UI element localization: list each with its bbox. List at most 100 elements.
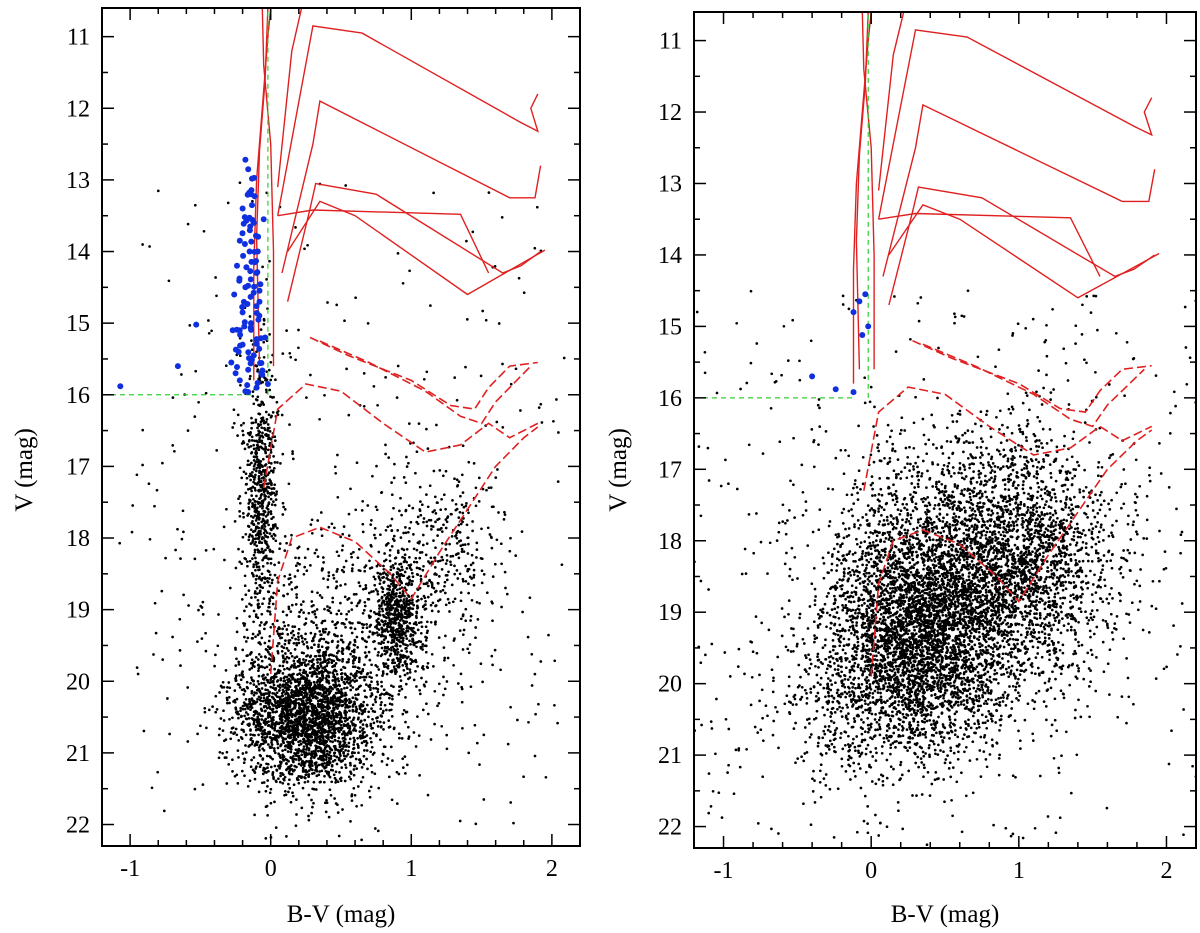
field-star bbox=[307, 814, 310, 818]
field-star bbox=[307, 680, 311, 684]
field-star bbox=[325, 798, 328, 802]
field-star bbox=[436, 560, 440, 563]
field-star bbox=[252, 464, 256, 468]
field-star bbox=[248, 653, 252, 656]
field-star bbox=[279, 764, 282, 768]
field-star bbox=[451, 499, 454, 502]
field-star bbox=[285, 329, 288, 332]
field-star bbox=[386, 578, 390, 581]
field-star bbox=[365, 724, 369, 728]
field-star bbox=[310, 798, 313, 802]
field-star bbox=[434, 520, 437, 524]
field-star bbox=[384, 635, 387, 638]
field-star bbox=[332, 745, 336, 748]
field-star bbox=[238, 495, 242, 498]
field-star bbox=[238, 514, 242, 518]
field-star bbox=[412, 560, 416, 564]
field-star bbox=[275, 695, 279, 699]
field-star bbox=[416, 588, 420, 591]
field-star bbox=[373, 647, 377, 651]
field-star bbox=[297, 762, 301, 766]
field-star bbox=[249, 528, 253, 532]
field-star bbox=[274, 498, 278, 501]
field-star bbox=[287, 782, 290, 786]
field-star bbox=[331, 596, 335, 600]
field-star bbox=[297, 743, 301, 747]
field-star bbox=[338, 741, 342, 744]
field-star bbox=[370, 680, 373, 684]
field-star bbox=[364, 683, 368, 686]
field-star bbox=[282, 594, 285, 597]
field-star bbox=[254, 460, 258, 464]
field-star bbox=[382, 663, 386, 666]
field-star bbox=[179, 664, 182, 667]
field-star bbox=[332, 576, 336, 580]
field-star bbox=[264, 447, 267, 451]
field-star bbox=[429, 556, 433, 560]
field-star bbox=[362, 709, 366, 712]
field-star bbox=[415, 566, 419, 570]
field-star bbox=[471, 561, 475, 565]
field-star bbox=[444, 507, 447, 511]
field-star bbox=[293, 726, 297, 730]
field-star bbox=[274, 738, 278, 742]
field-star bbox=[411, 640, 414, 643]
field-star bbox=[304, 748, 308, 751]
field-star bbox=[313, 739, 316, 743]
field-star bbox=[263, 709, 267, 713]
field-star bbox=[384, 619, 387, 623]
field-star bbox=[455, 569, 459, 572]
field-star bbox=[303, 565, 307, 569]
field-star bbox=[221, 680, 225, 684]
field-star bbox=[247, 535, 251, 539]
field-star bbox=[245, 628, 249, 632]
field-star bbox=[309, 725, 313, 729]
field-star bbox=[257, 424, 261, 427]
field-star bbox=[254, 527, 258, 530]
field-star bbox=[260, 492, 264, 496]
field-star bbox=[406, 530, 410, 534]
field-star bbox=[328, 606, 332, 610]
field-star bbox=[257, 477, 261, 480]
field-star bbox=[297, 346, 300, 350]
field-star bbox=[278, 686, 282, 689]
field-star bbox=[258, 541, 261, 545]
field-star bbox=[222, 709, 225, 713]
field-star bbox=[313, 704, 317, 708]
field-star bbox=[324, 721, 328, 725]
field-star bbox=[281, 352, 285, 355]
field-star bbox=[342, 745, 346, 748]
field-star bbox=[327, 574, 331, 578]
field-star bbox=[393, 636, 396, 640]
field-star bbox=[207, 331, 211, 335]
field-star bbox=[354, 697, 358, 700]
field-star bbox=[451, 600, 455, 604]
field-star bbox=[274, 721, 278, 725]
field-star bbox=[388, 625, 392, 629]
field-star bbox=[336, 739, 340, 743]
field-star bbox=[321, 758, 325, 762]
field-star bbox=[474, 636, 477, 640]
field-star bbox=[501, 362, 504, 366]
field-star bbox=[268, 573, 272, 577]
field-star bbox=[310, 646, 314, 650]
field-star bbox=[398, 569, 402, 572]
field-star bbox=[250, 689, 254, 693]
field-star bbox=[377, 617, 380, 621]
field-star bbox=[420, 676, 423, 680]
field-star bbox=[317, 705, 320, 708]
field-star bbox=[288, 423, 291, 426]
field-star bbox=[392, 665, 396, 669]
field-star bbox=[225, 750, 229, 754]
field-star bbox=[293, 625, 297, 629]
field-star bbox=[320, 728, 324, 732]
field-star bbox=[482, 573, 486, 576]
field-star bbox=[444, 634, 447, 638]
field-star bbox=[304, 680, 307, 684]
field-star bbox=[345, 686, 349, 690]
field-star bbox=[325, 763, 329, 767]
field-star bbox=[247, 512, 250, 516]
field-star bbox=[349, 672, 353, 676]
field-star bbox=[237, 547, 240, 551]
field-star bbox=[382, 564, 385, 568]
